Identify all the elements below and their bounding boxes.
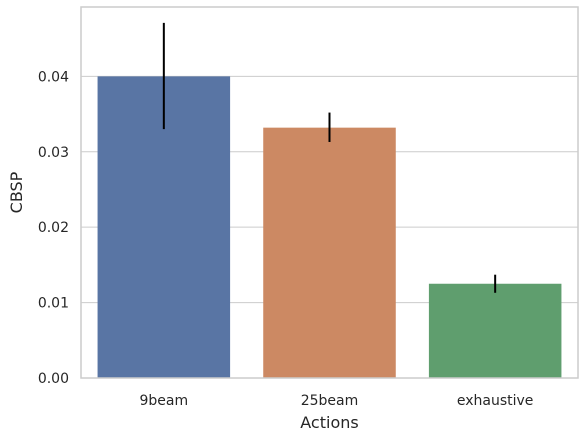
y-tick-labels: 0.00 0.01 0.02 0.03 0.04 xyxy=(38,69,69,387)
y-tick-label: 0.04 xyxy=(38,69,69,85)
y-tick-label: 0.00 xyxy=(38,371,69,387)
x-tick-label: exhaustive xyxy=(457,393,534,409)
y-tick-label: 0.01 xyxy=(38,296,69,312)
y-tick-label: 0.03 xyxy=(38,145,69,161)
x-tick-label: 25beam xyxy=(301,393,359,409)
error-bars xyxy=(162,22,497,293)
bar-exhaustive xyxy=(428,283,562,378)
x-tick-label: 9beam xyxy=(140,393,189,409)
y-tick-label: 0.02 xyxy=(38,220,69,236)
y-axis-label: CBSP xyxy=(7,171,26,213)
plot-frame xyxy=(80,6,579,379)
x-tick-labels: 9beam 25beam exhaustive xyxy=(140,393,534,409)
x-axis-label: Actions xyxy=(300,413,358,432)
bar-25beam xyxy=(263,127,396,378)
